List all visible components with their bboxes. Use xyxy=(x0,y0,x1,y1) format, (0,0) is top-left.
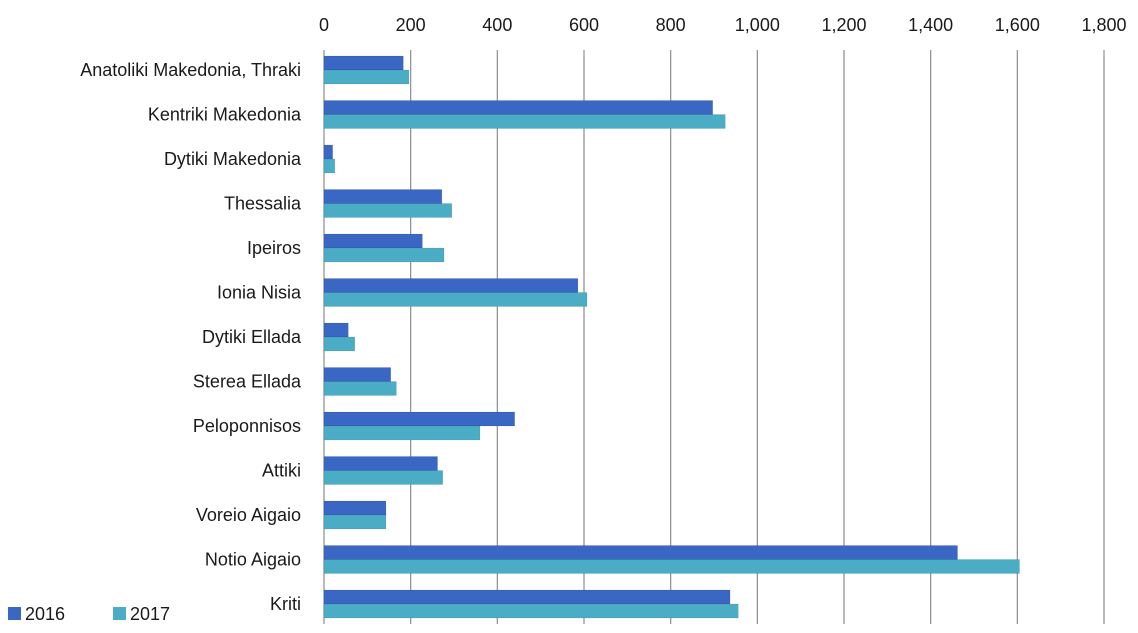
x-tick-label: 200 xyxy=(396,15,426,35)
bar-2016-2 xyxy=(323,144,333,160)
category-label: Ionia Nisia xyxy=(217,283,302,303)
bar-2017-11 xyxy=(323,559,1020,574)
category-label: Attiki xyxy=(262,461,301,481)
bar-2016-11 xyxy=(323,545,958,560)
bar-2017-12 xyxy=(323,603,739,619)
bar-2016-6 xyxy=(323,322,349,338)
bar-2016-8 xyxy=(323,411,515,427)
category-label: Kriti xyxy=(270,594,301,614)
x-tick-label: 1,400 xyxy=(908,15,953,35)
category-label: Ipeiros xyxy=(247,238,301,258)
bar-2017-4 xyxy=(323,247,445,263)
category-label: Kentriki Makedonia xyxy=(148,105,302,125)
category-label: Dytiki Ellada xyxy=(202,327,302,347)
bar-2016-5 xyxy=(323,278,579,293)
bar-2016-7 xyxy=(323,367,391,382)
bar-2017-5 xyxy=(323,292,588,307)
legend-swatch-2017 xyxy=(113,607,126,620)
bar-2017-10 xyxy=(323,514,387,530)
bar-2016-10 xyxy=(323,500,387,516)
category-label: Dytiki Makedonia xyxy=(164,149,302,169)
x-axis-ticks: 0 200 400 600 800 1,000 1,200 1,400 1,600 1,800 xyxy=(319,15,1127,35)
bar-2017-9 xyxy=(323,470,443,485)
category-label: Peloponnisos xyxy=(193,416,301,436)
x-tick-label: 1,800 xyxy=(1081,15,1126,35)
legend-swatch-2016 xyxy=(8,607,21,620)
bar-2017-3 xyxy=(323,203,453,218)
x-tick-label: 400 xyxy=(482,15,512,35)
bar-2017-8 xyxy=(323,425,481,441)
legend-label-2017: 2017 xyxy=(130,604,170,624)
bar-2016-1 xyxy=(323,100,713,115)
bars xyxy=(323,55,1020,619)
bar-2016-9 xyxy=(323,456,438,471)
bar-2016-3 xyxy=(323,189,443,204)
bar-2017-2 xyxy=(323,158,336,174)
x-tick-label: 1,000 xyxy=(735,15,780,35)
bar-2017-7 xyxy=(323,381,397,396)
legend: 2016 2017 xyxy=(8,604,170,624)
category-label: Thessalia xyxy=(224,194,302,214)
bar-2017-1 xyxy=(323,114,726,129)
legend-label-2016: 2016 xyxy=(25,604,65,624)
bar-2017-6 xyxy=(323,336,356,352)
x-tick-label: 800 xyxy=(656,15,686,35)
x-tick-label: 600 xyxy=(569,15,599,35)
category-label: Anatoliki Makedonia, Thraki xyxy=(80,60,301,80)
category-label: Voreio Aigaio xyxy=(196,505,301,525)
bar-2016-4 xyxy=(323,233,423,249)
x-tick-label: 0 xyxy=(319,15,329,35)
bar-2017-0 xyxy=(323,69,410,85)
bar-2016-0 xyxy=(323,55,404,71)
category-labels: Anatoliki Makedonia, Thraki Kentriki Make… xyxy=(80,60,302,614)
bar-2016-12 xyxy=(323,589,731,605)
x-tick-label: 1,200 xyxy=(821,15,866,35)
grid-lines xyxy=(323,50,1105,624)
category-label: Sterea Ellada xyxy=(193,372,302,392)
x-tick-label: 1,600 xyxy=(995,15,1040,35)
category-label: Notio Aigaio xyxy=(205,550,301,570)
